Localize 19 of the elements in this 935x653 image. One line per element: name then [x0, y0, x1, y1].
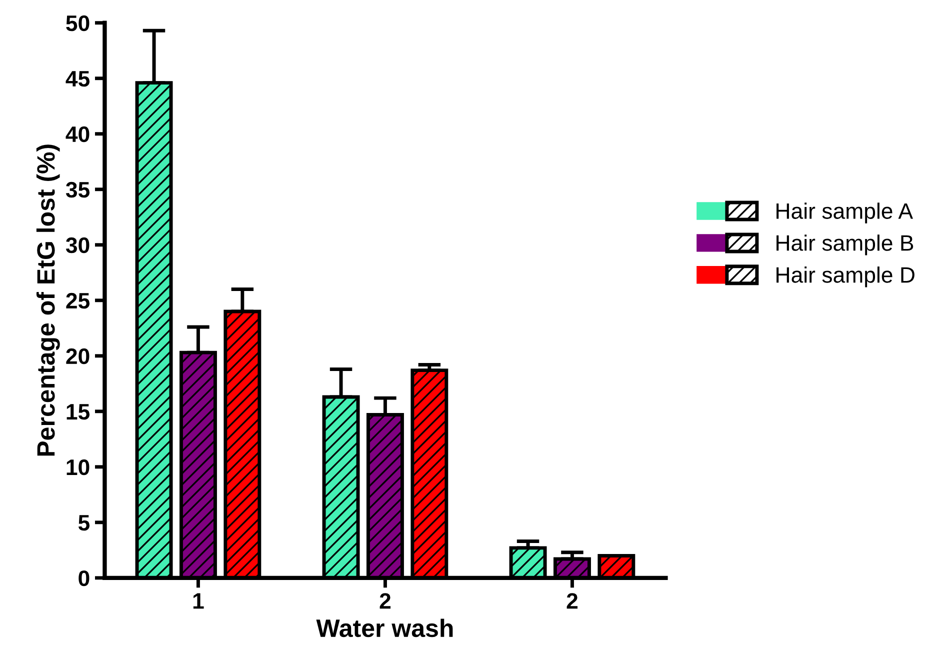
legend-label: Hair sample A: [776, 202, 913, 224]
y-tick-label: 50: [66, 15, 90, 32]
legend-label: Hair sample D: [776, 266, 914, 288]
x-tick-label: 2: [380, 593, 391, 609]
y-axis-title: Percentage of EtG lost (%): [36, 144, 60, 456]
y-tick-label: 45: [66, 71, 90, 87]
y-tick-label: 25: [66, 292, 90, 309]
y-tick-label: 15: [66, 404, 90, 420]
y-tick-label: 5: [78, 515, 90, 531]
y-tick-label: 20: [66, 348, 90, 364]
y-tick-label: 0: [78, 570, 90, 586]
x-tick-label: 2: [566, 593, 578, 609]
legend-label: Hair sample B: [776, 234, 914, 256]
y-tick-label: 40: [66, 126, 90, 142]
x-axis-title: Water wash: [316, 618, 453, 638]
y-tick-label: 10: [66, 459, 90, 476]
y-tick-label: 30: [66, 237, 90, 254]
x-tick-label: 1: [193, 593, 204, 609]
y-tick-label: 35: [66, 182, 90, 198]
